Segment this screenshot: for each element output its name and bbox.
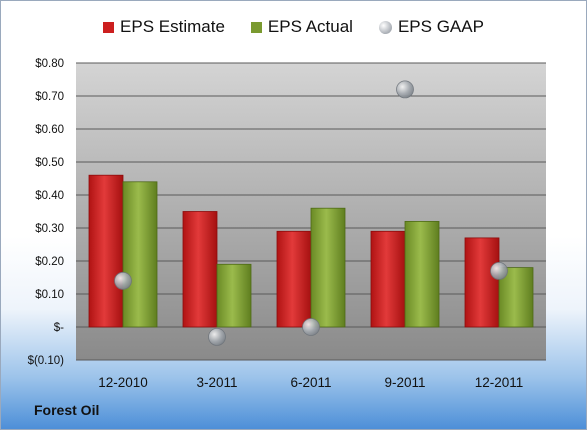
company-name: Forest Oil <box>34 402 100 418</box>
y-tick-label: $0.50 <box>35 157 64 169</box>
bar-eps-actual <box>216 263 252 328</box>
y-tick-label: $0.30 <box>35 223 64 235</box>
x-tick-label: 12-2010 <box>98 375 148 390</box>
legend-label-gaap: EPS GAAP <box>397 17 484 36</box>
bar-eps-estimate <box>370 230 406 328</box>
bar-eps-estimate <box>464 237 500 328</box>
y-tick-label: $0.80 <box>35 58 64 70</box>
y-tick-label: $0.70 <box>35 91 64 103</box>
y-tick-label: $(0.10) <box>28 355 65 367</box>
legend-item-gaap: EPS GAAP <box>378 17 484 37</box>
bar-eps-estimate <box>88 174 124 328</box>
x-tick-label: 12-2011 <box>475 375 524 390</box>
legend-swatch-actual <box>250 21 262 33</box>
chart-legend: EPS Estimate EPS Actual EPS GAAP <box>1 17 586 37</box>
x-tick-label: 6-2011 <box>290 375 331 390</box>
legend-label-actual: EPS Actual <box>267 17 353 36</box>
legend-swatch-estimate <box>103 21 115 33</box>
y-tick-label: $0.40 <box>35 190 64 202</box>
legend-item-estimate: EPS Estimate <box>103 17 225 37</box>
y-tick-label: $0.10 <box>35 289 64 301</box>
x-tick-label: 9-2011 <box>384 375 425 390</box>
legend-swatch-gaap <box>378 20 392 34</box>
bar-eps-actual <box>122 181 158 328</box>
legend-label-estimate: EPS Estimate <box>120 17 225 36</box>
point-eps-gaap <box>302 318 320 336</box>
point-eps-gaap <box>490 261 508 280</box>
legend-item-actual: EPS Actual <box>250 17 353 37</box>
bar-eps-estimate <box>182 211 218 328</box>
y-tick-label: $0.60 <box>35 124 64 136</box>
point-eps-gaap <box>396 80 414 99</box>
y-tick-label: $0.20 <box>35 256 64 268</box>
y-tick-label: $- <box>54 322 64 334</box>
bar-eps-actual <box>404 220 440 328</box>
point-eps-gaap <box>208 327 226 346</box>
bar-eps-estimate <box>276 230 312 328</box>
bar-eps-actual <box>310 207 346 328</box>
x-tick-label: 3-2011 <box>196 375 237 390</box>
point-eps-gaap <box>114 271 132 290</box>
